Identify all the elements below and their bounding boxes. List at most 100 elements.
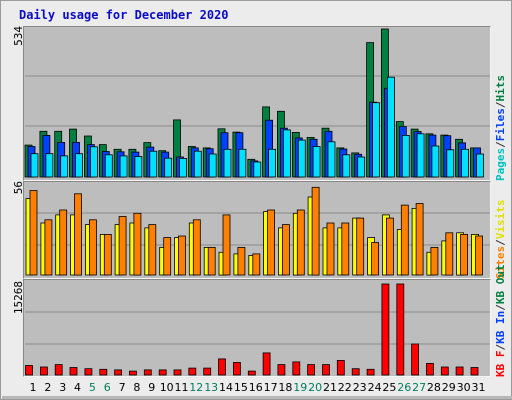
pages-bar [223,148,232,178]
pages-bar [268,148,277,178]
sites-bar [267,209,276,276]
kbytes-bar [158,369,167,376]
kbytes-bar [84,368,93,376]
sites-bar [89,219,97,276]
sites-bar [281,224,290,276]
x-tick-label: 29 [442,381,456,394]
sites-bar [237,246,246,276]
x-tick-label: 27 [412,381,426,394]
pages-bar [342,154,351,178]
pages-bar [446,149,455,178]
kbytes-bar [99,368,108,376]
x-tick-label: 6 [104,381,111,394]
kbytes-bar [470,367,479,376]
pages-bar [372,102,381,178]
x-tick-label: 19 [293,381,307,394]
kbytes-bar [69,367,78,376]
pages-bar [401,134,410,178]
frame-shadow [2,396,512,399]
sites-bar [400,204,409,276]
x-tick-label: 23 [353,381,367,394]
x-tick-label: 4 [74,381,81,394]
sites-bar [415,203,424,276]
pages-bar [386,76,395,178]
x-tick-label: 2 [44,381,51,394]
x-tick-label: 16 [249,381,263,394]
sites-bar [118,216,127,276]
x-tick-label: 11 [175,381,189,394]
kbytes-bar [277,364,286,376]
kbytes-bar [307,364,316,376]
x-tick-label: 22 [338,381,352,394]
x-tick-label: 5 [89,381,96,394]
x-tick-label: 24 [368,381,382,394]
kbytes-bar [188,367,197,376]
pages-bar [149,150,158,178]
sites-bar [460,233,469,276]
x-tick-label: 12 [189,381,203,394]
x-tick-label: 3 [59,381,66,394]
x-tick-label: 20 [308,381,322,394]
sites-bar [356,217,365,276]
kbytes-bar [143,369,152,376]
sites-bar [445,232,454,276]
x-tick-label: 25 [382,381,396,394]
pages-bar [104,154,113,178]
sites-bar [29,190,38,276]
kbytes-bar [440,366,449,376]
sites-bar [296,209,305,276]
kbytes-bar [455,366,464,376]
x-tick-label: 14 [219,381,233,394]
pages-bar [238,148,247,178]
kbytes-bar [262,352,271,376]
kbytes-bar [381,283,390,376]
pages-bar [193,150,202,178]
kbytes-bar [396,283,405,376]
kbytes-bar [351,368,360,376]
kbytes-bar [25,365,33,376]
x-tick-label: 31 [472,381,486,394]
x-tick-label: 1 [30,381,37,394]
sites-bar [475,235,483,276]
pages-bar [119,155,128,178]
sites-bar [430,246,439,276]
pages-bar [45,153,54,178]
pages-bar [253,161,262,178]
pages-bar [416,133,425,178]
x-tick-label: 9 [148,381,155,394]
chart-title: Daily usage for December 2020 [19,8,229,22]
kbytes-bar [40,366,48,376]
kbytes-bar [411,343,420,376]
kbytes-bar [366,368,375,376]
pages-bar [476,153,484,178]
pages-bar [60,155,69,178]
kbytes-bar [292,361,301,376]
x-tick-label: 30 [457,381,471,394]
pages-bar [312,146,321,178]
pages-bar [357,156,366,178]
pages-bar [134,156,143,178]
kbytes-bar [336,359,345,376]
sites-bar [103,233,112,276]
x-tick-label: 26 [397,381,411,394]
x-tick-label: 28 [427,381,441,394]
x-tick-label: 17 [264,381,278,394]
sites-bar [163,237,172,276]
kbytes-bar [114,369,122,376]
x-tick-label: 13 [204,381,218,394]
pages-bar [179,157,187,178]
sites-bar [311,186,320,276]
sites-bar [341,222,350,276]
sites-bar [252,253,261,276]
sites-bar [44,219,53,276]
kbytes-bar [247,370,256,376]
sites-bar [74,193,82,276]
pages-bar [208,153,217,178]
kbytes-bar [128,370,137,376]
sites-bar [133,212,142,276]
x-tick-label: 15 [234,381,248,394]
sites-bar [192,219,201,276]
kbytes-bar [54,364,63,376]
x-tick-label: 8 [133,381,140,394]
